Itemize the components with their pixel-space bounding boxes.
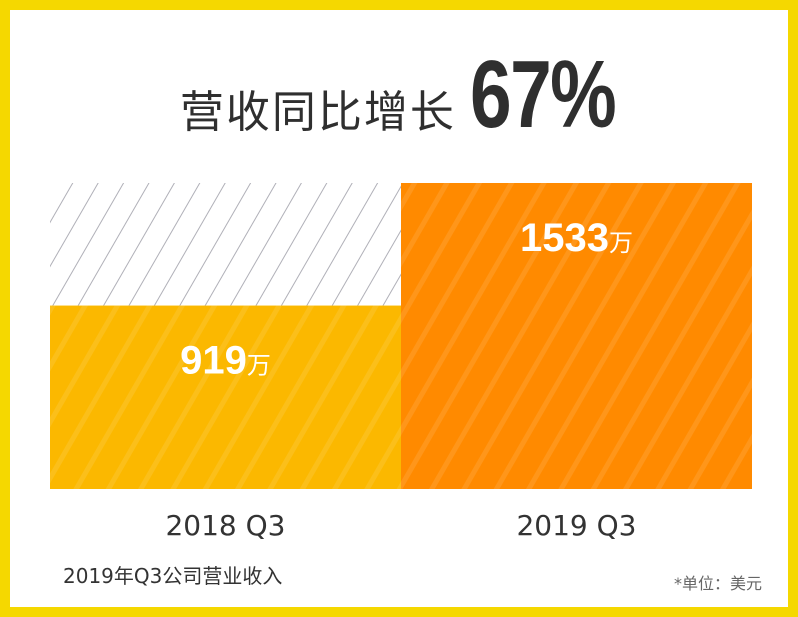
data-label-1: 919万	[180, 339, 271, 383]
footnote-unit: *单位：美元	[673, 574, 762, 593]
headline-text: 营收同比增长	[179, 87, 456, 138]
data-label-2: 1533万	[520, 216, 633, 260]
headline-percent: 67%	[469, 41, 617, 148]
headline: 营收同比增长 67%	[0, 40, 798, 150]
category-label-1: 2018 Q3	[165, 509, 285, 542]
footnote-subject: 2019年Q3公司营业收入	[63, 564, 283, 588]
category-label-2: 2019 Q3	[516, 509, 636, 542]
bar-sheen-2	[401, 183, 752, 489]
bar-gap-hatch-1	[50, 183, 401, 306]
bar-sheen-1	[50, 305, 401, 489]
